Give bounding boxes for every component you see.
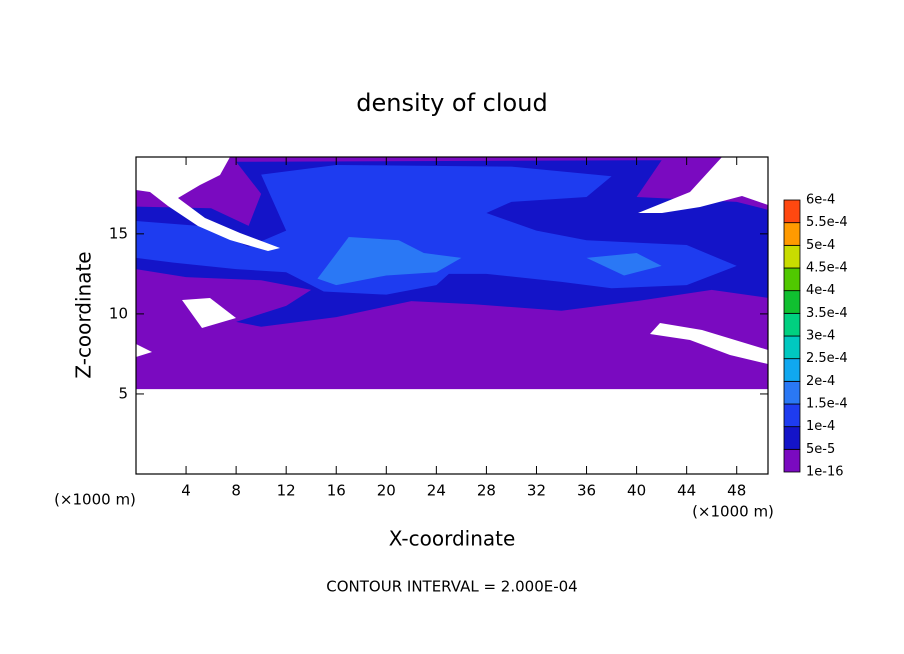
x-tick-label: 16 — [327, 482, 346, 500]
x-tick-label: 12 — [277, 482, 296, 500]
plot-frame — [135, 156, 769, 475]
x-tick-label: 24 — [427, 482, 446, 500]
contour-field — [136, 157, 768, 390]
empty-region — [136, 344, 152, 357]
y-tick-label: 5 — [118, 384, 128, 402]
colorbar-label: 1e-4 — [806, 419, 835, 434]
y-unit: (×1000 m) — [54, 491, 136, 509]
x-axis-label: X-coordinate — [389, 527, 516, 551]
contour-region — [586, 253, 662, 276]
colorbar-label: 5e-5 — [806, 442, 835, 457]
colorbar-label: 1.5e-4 — [806, 397, 848, 412]
contour-region — [317, 237, 462, 286]
empty-region — [182, 298, 236, 328]
x-tick-label: 40 — [627, 482, 646, 500]
colorbar-box — [783, 222, 801, 246]
x-tick-label: 20 — [377, 482, 396, 500]
empty-region — [638, 157, 768, 213]
y-axis-label: Z-coordinate — [72, 251, 96, 378]
annotation: CONTOUR INTERVAL = 2.000E-04 — [326, 578, 577, 596]
colorbar-box — [783, 335, 801, 360]
colorbar-label: 3e-4 — [806, 329, 835, 344]
colorbar-label: 6e-4 — [806, 193, 835, 208]
colorbar-box — [783, 267, 801, 292]
empty-region — [136, 157, 280, 251]
colorbar-label: 3.5e-4 — [806, 306, 848, 321]
colorbar-box — [783, 290, 801, 314]
x-tick-label: 4 — [181, 482, 191, 500]
x-tick-label: 8 — [231, 482, 241, 500]
colorbar-box — [783, 403, 801, 428]
colorbar-box — [783, 312, 801, 337]
y-tick-label: 10 — [109, 304, 128, 322]
colorbar-label: 4e-4 — [806, 283, 835, 298]
colorbar-label: 5.5e-4 — [806, 215, 848, 230]
x-tick-label: 48 — [727, 482, 746, 500]
x-tick-label: 36 — [577, 482, 596, 500]
chart-title: density of cloud — [356, 89, 547, 117]
x-tick-label: 32 — [527, 482, 546, 500]
colorbar-box — [783, 426, 801, 450]
colorbar-box — [783, 244, 801, 269]
empty-region — [650, 323, 768, 364]
empty-regions — [136, 157, 768, 364]
colorbar-label: 2.5e-4 — [806, 351, 848, 366]
contour-region — [136, 165, 737, 295]
y-tick-label: 15 — [109, 224, 128, 242]
colorbar-box — [783, 448, 801, 473]
colorbar-box — [783, 199, 801, 224]
colorbar-label: 5e-4 — [806, 238, 835, 253]
x-tick-label: 28 — [477, 482, 496, 500]
x-unit: (×1000 m) — [692, 503, 774, 521]
colorbar-box — [783, 380, 801, 405]
colorbar-box — [783, 358, 801, 382]
x-tick-label: 44 — [677, 482, 696, 500]
colorbar-label: 2e-4 — [806, 374, 835, 389]
colorbar-label: 1e-16 — [806, 465, 844, 480]
colorbar-label: 4.5e-4 — [806, 261, 848, 276]
